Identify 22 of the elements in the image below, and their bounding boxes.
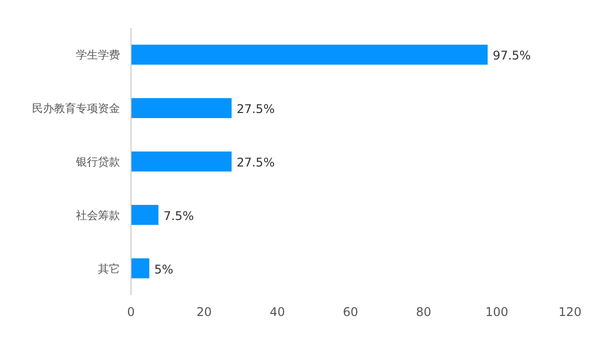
x-tick-label: 60 — [342, 305, 358, 319]
bar — [131, 44, 488, 65]
x-tick-label: 40 — [270, 305, 285, 319]
x-tick-label: 100 — [485, 305, 508, 319]
x-tick-label: 120 — [558, 305, 582, 319]
x-tick-label: 80 — [416, 305, 432, 319]
data-label: 7.5% — [163, 208, 194, 223]
data-label: 97.5% — [492, 48, 531, 63]
y-tick-label: 社会筹款 — [76, 208, 120, 222]
y-tick-label: 学生学费 — [76, 48, 120, 62]
x-tick-label: 20 — [196, 305, 212, 319]
bar — [131, 98, 232, 118]
data-label: 5% — [154, 262, 174, 276]
y-tick-label: 银行贷款 — [75, 156, 120, 168]
bar — [131, 258, 150, 278]
x-tick-label: 0 — [127, 305, 135, 319]
data-label: 27.5% — [236, 102, 275, 116]
data-label: 27.5% — [236, 156, 275, 170]
y-tick-label: 其它 — [98, 262, 120, 276]
bar — [131, 152, 232, 172]
y-tick-label: 民办教育专项资金 — [32, 102, 120, 116]
bar — [131, 204, 158, 225]
